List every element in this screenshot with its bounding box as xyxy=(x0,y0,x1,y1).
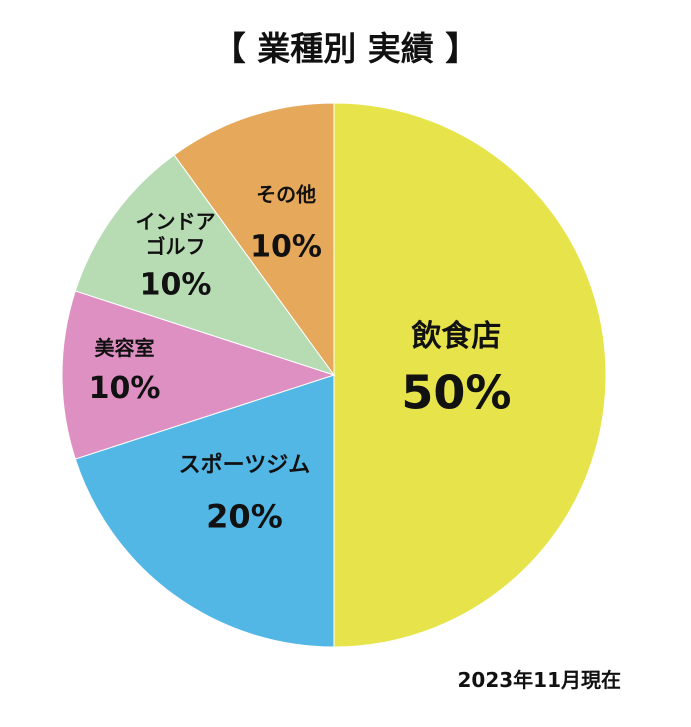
chart-title: 【 業種別 実績 】 xyxy=(212,29,479,68)
as-of-date-note: 2023年11月現在 xyxy=(457,668,622,692)
pie-slice-4 xyxy=(173,102,335,377)
slice-value-label-4: 10% xyxy=(250,230,322,265)
pie-slice-3 xyxy=(74,154,336,376)
slice-label-3: インドアゴルフ xyxy=(136,209,216,258)
slice-label-4: その他 xyxy=(256,183,316,207)
slice-label-2: 美容室 xyxy=(95,336,155,360)
slice-value-label-2: 10% xyxy=(89,371,161,406)
slice-label-0: 飲食店 xyxy=(411,319,501,354)
slice-label-1: スポーツジム xyxy=(179,452,311,478)
slice-value-label-1: 20% xyxy=(206,497,283,535)
pie-slice-1 xyxy=(74,374,335,648)
slice-value-label-0: 50% xyxy=(401,366,511,420)
slice-value-label-3: 10% xyxy=(140,267,212,302)
pie-slice-2 xyxy=(61,290,336,460)
pie-slice-0 xyxy=(333,102,607,648)
